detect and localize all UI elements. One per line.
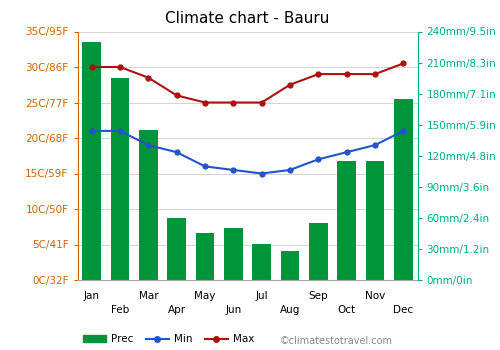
Text: Dec: Dec bbox=[394, 305, 413, 315]
Bar bbox=[394, 99, 412, 280]
Text: Nov: Nov bbox=[365, 291, 385, 301]
Text: ©climatestotravel.com: ©climatestotravel.com bbox=[280, 336, 393, 346]
Text: Jul: Jul bbox=[256, 291, 268, 301]
Bar bbox=[366, 161, 384, 280]
Text: Aug: Aug bbox=[280, 305, 300, 315]
Legend: Prec, Min, Max: Prec, Min, Max bbox=[82, 334, 254, 344]
Text: Oct: Oct bbox=[338, 305, 355, 315]
Bar bbox=[139, 130, 158, 280]
Bar bbox=[281, 251, 299, 280]
Bar bbox=[168, 218, 186, 280]
Bar bbox=[82, 42, 101, 280]
Text: Apr: Apr bbox=[168, 305, 186, 315]
Text: May: May bbox=[194, 291, 216, 301]
Text: Mar: Mar bbox=[138, 291, 158, 301]
Text: Sep: Sep bbox=[308, 291, 328, 301]
Bar bbox=[224, 228, 242, 280]
Text: Jan: Jan bbox=[84, 291, 100, 301]
Bar bbox=[252, 244, 271, 280]
Bar bbox=[309, 223, 328, 280]
Bar bbox=[338, 161, 356, 280]
Bar bbox=[111, 78, 129, 280]
Text: Feb: Feb bbox=[111, 305, 129, 315]
Title: Climate chart - Bauru: Climate chart - Bauru bbox=[166, 11, 330, 26]
Text: Jun: Jun bbox=[225, 305, 242, 315]
Bar bbox=[196, 233, 214, 280]
